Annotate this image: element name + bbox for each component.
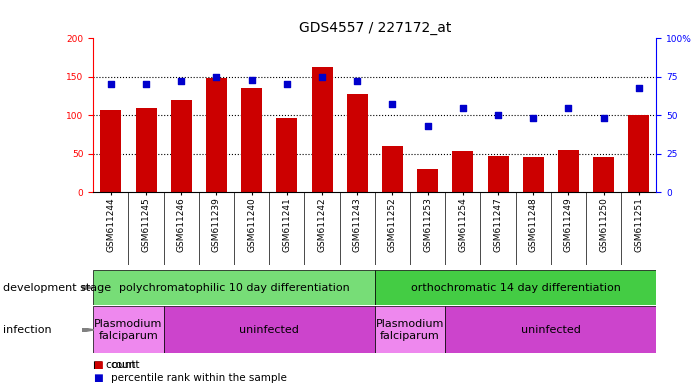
Bar [93, 270, 375, 305]
Title: GDS4557 / 227172_at: GDS4557 / 227172_at [299, 21, 451, 35]
Bar [382, 146, 403, 192]
Bar [593, 157, 614, 192]
Point [246, 77, 257, 83]
Point [563, 104, 574, 111]
Point [634, 84, 645, 91]
Bar [487, 156, 509, 192]
Bar [375, 306, 445, 353]
Bar [347, 94, 368, 192]
Point [493, 112, 504, 118]
Text: uninfected: uninfected [521, 325, 581, 335]
Bar [171, 100, 192, 192]
Text: ■ count: ■ count [93, 360, 136, 370]
Text: percentile rank within the sample: percentile rank within the sample [111, 373, 287, 383]
Bar [312, 67, 332, 192]
Bar [628, 115, 650, 192]
Bar [445, 306, 656, 353]
Text: count: count [111, 360, 140, 370]
Point [316, 74, 328, 80]
Point [387, 101, 398, 108]
Point [598, 115, 609, 121]
Point [457, 104, 468, 111]
Point [422, 123, 433, 129]
Text: development stage: development stage [3, 283, 111, 293]
Point [211, 74, 222, 80]
Bar [276, 118, 297, 192]
Bar [100, 110, 122, 192]
Text: ■: ■ [93, 360, 103, 370]
Text: orthochromatic 14 day differentiation: orthochromatic 14 day differentiation [410, 283, 621, 293]
Point [105, 81, 116, 88]
Polygon shape [82, 285, 94, 290]
Bar [558, 150, 579, 192]
Point [140, 81, 151, 88]
Bar [206, 78, 227, 192]
Point [281, 81, 292, 88]
Point [528, 115, 539, 121]
Bar [164, 306, 375, 353]
Text: ■: ■ [93, 373, 103, 383]
Bar [522, 157, 544, 192]
Bar [417, 169, 438, 192]
Text: Plasmodium
falciparum: Plasmodium falciparum [376, 319, 444, 341]
Bar [241, 88, 262, 192]
Bar [453, 151, 473, 192]
Text: polychromatophilic 10 day differentiation: polychromatophilic 10 day differentiatio… [119, 283, 350, 293]
Polygon shape [82, 328, 94, 332]
Text: infection: infection [3, 325, 52, 335]
Bar [135, 108, 157, 192]
Point [176, 78, 187, 84]
Bar [93, 306, 164, 353]
Point [352, 78, 363, 84]
Text: uninfected: uninfected [239, 325, 299, 335]
Bar [375, 270, 656, 305]
Text: Plasmodium
falciparum: Plasmodium falciparum [94, 319, 162, 341]
